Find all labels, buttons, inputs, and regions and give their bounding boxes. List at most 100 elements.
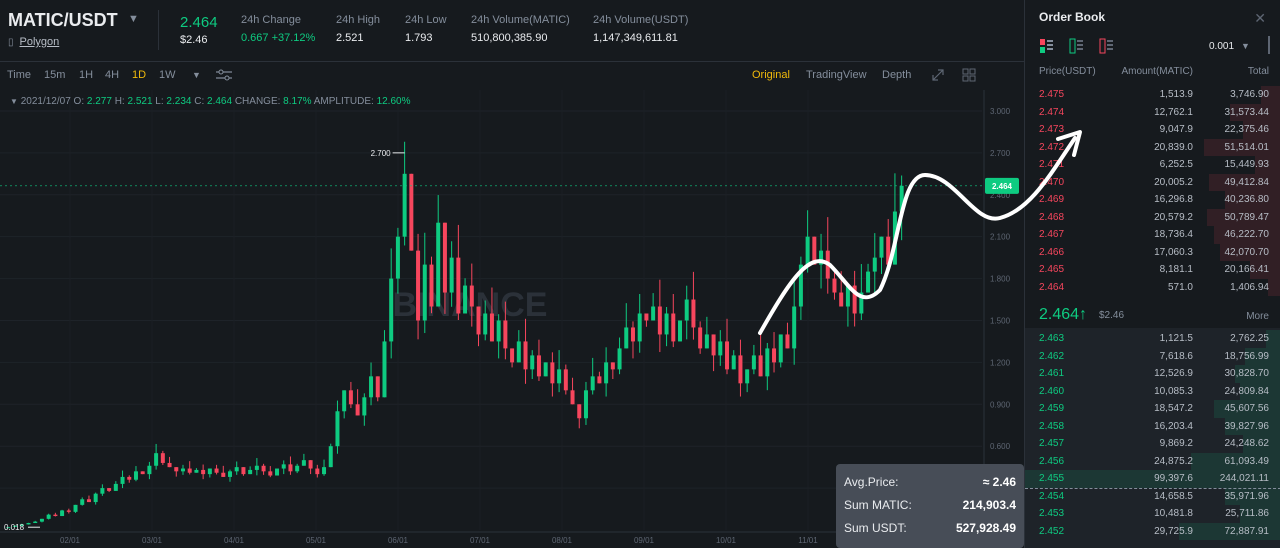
asks-only-view-icon[interactable] <box>1099 38 1113 54</box>
candle-body <box>201 469 206 475</box>
candle-body <box>852 285 857 314</box>
depth-bar <box>1242 435 1280 453</box>
ask-row[interactable]: 2.472 20,839.0 51,514.01 <box>1025 138 1280 156</box>
candle-body <box>107 488 112 491</box>
grid-layout-icon[interactable] <box>961 67 977 83</box>
stat-value: 1,147,349,611.81 <box>593 32 678 44</box>
y-tick-label: 3.000 <box>990 107 1011 116</box>
interval-time[interactable]: Time <box>7 69 32 81</box>
row-amount: 16,296.8 <box>1154 194 1193 205</box>
row-total: 1,406.94 <box>1230 281 1269 293</box>
ask-row[interactable]: 2.469 16,296.8 40,236.80 <box>1025 191 1280 209</box>
x-tick-label: 05/01 <box>306 536 327 545</box>
chevron-down-icon[interactable]: ▼ <box>192 70 201 80</box>
ohlc-l-label: L: <box>155 96 164 107</box>
interval-1h[interactable]: 1H <box>79 69 94 81</box>
bid-row[interactable]: 2.456 24,875.2 61,093.49 <box>1025 452 1280 470</box>
row-amount: 16,203.4 <box>1154 420 1193 432</box>
bid-row[interactable]: 2.457 9,869.2 24,248.62 <box>1025 435 1280 453</box>
ask-row[interactable]: 2.470 20,005.2 49,412.84 <box>1025 173 1280 191</box>
symbol-selector[interactable]: MATIC/USDT ▼ ▯ Polygon <box>8 10 139 48</box>
interval-15m[interactable]: 15m <box>44 69 66 81</box>
more-options-icon[interactable] <box>1268 36 1270 54</box>
candle-body <box>550 362 555 384</box>
row-total: 244,021.11 <box>1219 473 1269 484</box>
bid-row[interactable]: 2.453 10,481.8 25,711.86 <box>1025 505 1280 523</box>
interval-4h[interactable]: 4H <box>105 69 120 81</box>
header-price: Price(USDT) <box>1039 66 1096 77</box>
bids-only-view-icon[interactable] <box>1069 38 1083 54</box>
candle-body <box>53 514 58 517</box>
ask-row[interactable]: 2.466 17,060.3 42,070.70 <box>1025 243 1280 261</box>
precision-select[interactable]: 0.001 <box>1209 41 1235 52</box>
bid-row[interactable]: 2.455 99,397.6 244,021.11 <box>1025 470 1280 488</box>
bid-row[interactable]: 2.454 14,658.5 35,971.96 <box>1025 487 1280 505</box>
symbol-name[interactable]: MATIC/USDT <box>8 10 118 30</box>
avg-label: Sum USDT: <box>844 521 907 535</box>
candle-body <box>866 271 871 293</box>
interval-1d[interactable]: 1D <box>132 69 147 81</box>
ask-row[interactable]: 2.465 8,181.1 20,166.41 <box>1025 261 1280 279</box>
candle-body <box>342 390 347 412</box>
bid-row[interactable]: 2.462 7,618.6 18,756.99 <box>1025 347 1280 365</box>
candle-body <box>402 173 407 237</box>
close-icon[interactable]: ✕ <box>1254 10 1266 26</box>
view-depth[interactable]: Depth <box>882 69 912 81</box>
row-amount: 10,085.3 <box>1154 385 1193 397</box>
depth-bar <box>1204 138 1280 156</box>
order-book-title: Order Book <box>1039 10 1106 24</box>
ask-row[interactable]: 2.475 1,513.9 3,746.90 <box>1025 86 1280 104</box>
candle-body <box>26 523 31 525</box>
more-link[interactable]: More <box>1246 311 1269 322</box>
network-link[interactable]: Polygon <box>19 36 60 48</box>
collapse-icon[interactable]: ▼ <box>10 97 18 106</box>
row-amount: 12,526.9 <box>1154 368 1193 379</box>
candle-body <box>39 518 44 522</box>
ohlc-legend: ▼ 2021/12/07 O: 2.277 H: 2.521 L: 2.234 … <box>10 96 410 107</box>
bid-row[interactable]: 2.460 10,085.3 24,809.84 <box>1025 382 1280 400</box>
hover-divider <box>1025 488 1280 489</box>
row-amount: 9,047.9 <box>1159 124 1193 135</box>
row-amount: 18,547.2 <box>1154 403 1193 414</box>
candle-body <box>395 236 400 279</box>
view-tradingview[interactable]: TradingView <box>806 69 867 81</box>
row-price: 2.464 <box>1039 281 1065 293</box>
bid-row[interactable]: 2.461 12,526.9 30,828.70 <box>1025 365 1280 383</box>
candle-body <box>839 292 844 307</box>
view-icons <box>1040 38 1113 54</box>
ask-row[interactable]: 2.474 12,762.1 31,573.44 <box>1025 103 1280 121</box>
depth-bar <box>1214 400 1280 418</box>
bid-row[interactable]: 2.452 29,725.9 72,887.91 <box>1025 522 1280 540</box>
candle-body <box>281 464 286 469</box>
ask-row[interactable]: 2.473 9,047.9 22,375.46 <box>1025 121 1280 139</box>
bid-row[interactable]: 2.463 1,121.5 2,762.25 <box>1025 330 1280 348</box>
row-amount: 6,252.5 <box>1159 159 1193 170</box>
view-original[interactable]: Original <box>752 69 790 81</box>
y-tick-label: 0.600 <box>990 442 1011 451</box>
ask-row[interactable]: 2.468 20,579.2 50,789.47 <box>1025 208 1280 226</box>
candle-body <box>637 313 642 342</box>
settings-sliders-icon[interactable] <box>214 67 234 83</box>
row-total: 61,093.49 <box>1224 455 1270 467</box>
chevron-down-icon[interactable]: ▼ <box>1241 41 1250 51</box>
candle-body <box>785 334 790 349</box>
row-price: 2.457 <box>1039 438 1065 449</box>
depth-bar <box>1219 243 1280 261</box>
ask-row[interactable]: 2.467 18,736.4 46,222.70 <box>1025 226 1280 244</box>
bid-row[interactable]: 2.458 16,203.4 39,827.96 <box>1025 417 1280 435</box>
ask-row[interactable]: 2.471 6,252.5 15,449.93 <box>1025 156 1280 174</box>
arrow-up-icon: ↑ <box>1079 306 1088 323</box>
row-price: 2.459 <box>1039 403 1065 414</box>
both-sides-view-icon[interactable] <box>1040 39 1053 53</box>
row-total: 49,412.84 <box>1224 176 1270 188</box>
candle-body <box>308 460 313 469</box>
chevron-down-icon[interactable]: ▼ <box>128 13 139 25</box>
candle-body <box>362 397 367 416</box>
avg-row-sum-usdt: Sum USDT: 527,928.49 <box>844 521 1016 539</box>
expand-icon[interactable] <box>930 67 946 83</box>
row-price: 2.458 <box>1039 420 1065 432</box>
bid-row[interactable]: 2.459 18,547.2 45,607.56 <box>1025 400 1280 418</box>
interval-1w[interactable]: 1W <box>159 69 176 81</box>
candle-body <box>207 468 212 475</box>
ask-row[interactable]: 2.464 571.0 1,406.94 <box>1025 278 1280 296</box>
